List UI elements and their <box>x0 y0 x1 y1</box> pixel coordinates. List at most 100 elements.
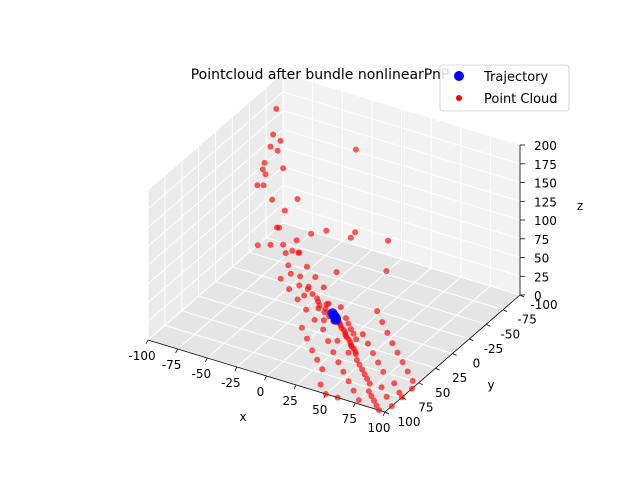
legend-marker-point-cloud <box>456 95 462 101</box>
chart-title: Pointcloud after bundle nonlinearPnP <box>191 67 450 83</box>
x-tick-label: -75 <box>162 358 182 372</box>
point-cloud-point <box>304 335 310 342</box>
x-tick <box>264 375 267 381</box>
point-cloud-point <box>320 284 327 291</box>
x-tick <box>234 366 238 372</box>
grid-line-y-floor <box>232 266 470 340</box>
point-cloud-point <box>269 196 276 203</box>
legend: Trajectory Point Cloud <box>439 64 570 112</box>
z-tick-label: 50 <box>534 252 549 266</box>
y-tick <box>384 411 390 415</box>
grid-line-z-left <box>147 203 284 322</box>
point-cloud-point <box>277 137 284 144</box>
x-tick <box>382 411 386 417</box>
point-cloud-point <box>303 306 310 313</box>
y-tick-label: 100 <box>398 415 421 429</box>
grid-line-z-left <box>147 128 284 247</box>
point-cloud-point <box>260 182 267 189</box>
point-cloud-point <box>375 359 382 366</box>
point-cloud-point <box>366 380 373 387</box>
point-cloud-point <box>296 249 303 256</box>
point-cloud-point <box>276 224 283 231</box>
x-axis-label: x <box>239 410 246 424</box>
z-tick-label: 175 <box>534 158 557 172</box>
point-cloud-point <box>254 242 261 249</box>
grid-line-z-left <box>147 91 284 210</box>
point-cloud-point <box>314 356 321 363</box>
x-tick-label: -50 <box>191 367 211 381</box>
point-cloud-point <box>308 230 315 237</box>
point-cloud-point <box>270 131 277 138</box>
point-cloud-point <box>333 269 340 276</box>
point-cloud-point <box>317 381 324 388</box>
y-tick <box>435 367 440 371</box>
grid-line-z-back <box>282 110 521 183</box>
point-cloud-point <box>267 241 274 248</box>
y-tick-label: 25 <box>452 371 467 385</box>
point-cloud-point <box>352 146 359 153</box>
point-cloud-point <box>383 268 390 274</box>
grid-line-z-left <box>147 185 284 303</box>
point-cloud-point <box>281 207 288 214</box>
point-cloud-point <box>301 292 308 299</box>
x-tick <box>293 384 297 390</box>
point-cloud-point <box>273 105 280 112</box>
y-tick-label: -50 <box>500 327 520 341</box>
point-cloud-point <box>294 296 301 303</box>
point-cloud-point <box>262 171 269 178</box>
y-tick-label: 50 <box>435 386 450 400</box>
point-cloud-point <box>285 262 292 269</box>
z-tick-label: 25 <box>534 270 549 284</box>
x-tick-label: 75 <box>342 412 357 426</box>
y-axis-label: y <box>487 378 494 392</box>
point-cloud-point <box>322 391 329 397</box>
point-cloud-point <box>309 291 316 297</box>
point-cloud-point <box>394 349 401 356</box>
point-cloud-point <box>323 227 330 234</box>
point-cloud-point <box>320 326 327 333</box>
trajectory-point <box>330 314 341 325</box>
point-cloud-point <box>368 393 375 399</box>
point-cloud-point <box>293 237 300 244</box>
point-cloud-point <box>294 196 301 202</box>
grid-line-z-back <box>282 222 521 296</box>
point-cloud-point <box>303 263 310 270</box>
grid-line-y-floor <box>181 310 419 384</box>
point-cloud-point <box>298 324 305 331</box>
point-cloud-point <box>277 275 284 282</box>
point-cloud-point <box>345 349 352 356</box>
point-cloud-point <box>370 350 376 357</box>
point-cloud-point <box>398 394 405 401</box>
point-cloud-point <box>347 326 354 333</box>
y-tick <box>418 382 423 386</box>
z-tick-label: 0 <box>534 289 542 303</box>
x-tick <box>175 348 178 354</box>
point-cloud-point <box>315 305 322 312</box>
point-cloud-point <box>259 166 266 173</box>
point-cloud-point <box>350 387 357 394</box>
point-cloud-point <box>353 357 360 363</box>
y-tick <box>502 309 508 312</box>
point-cloud-point <box>371 397 377 404</box>
grid-line-z-left <box>147 110 284 228</box>
x-tick-label: 25 <box>282 394 297 408</box>
point-cloud-point <box>280 165 287 172</box>
point-cloud-point <box>352 229 359 236</box>
point-cloud-point <box>391 380 398 387</box>
point-cloud-point <box>359 366 366 373</box>
grid-line-z-back <box>282 72 521 146</box>
grid-line-z-left <box>147 166 284 285</box>
point-cloud-point <box>383 393 390 400</box>
grid-line-z-back <box>282 147 521 221</box>
point-cloud-point <box>297 273 304 280</box>
point-cloud-point <box>409 377 416 384</box>
point-cloud-point <box>312 274 319 281</box>
legend-label-trajectory: Trajectory <box>483 70 548 85</box>
grid-line-z-back <box>282 128 521 202</box>
point-cloud-point <box>352 351 359 358</box>
point-cloud-point <box>345 378 352 385</box>
y-tick <box>469 338 474 342</box>
tick-labels: -100-75-50-250255075100-100-75-50-250255… <box>128 139 557 435</box>
point-cloud-point <box>330 349 337 356</box>
point-cloud-point <box>321 309 328 316</box>
